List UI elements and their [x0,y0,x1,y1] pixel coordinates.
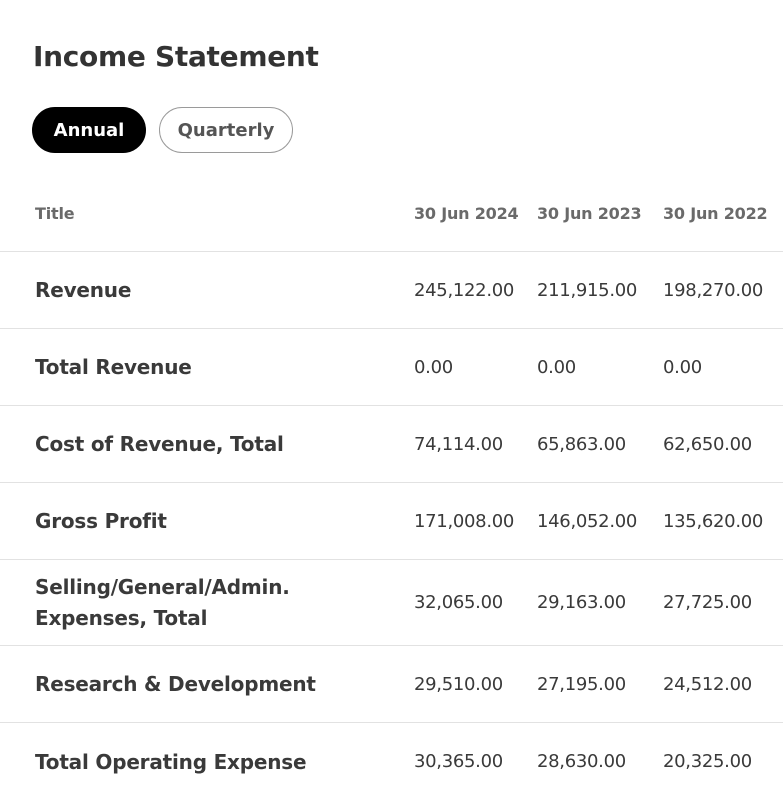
row-value-2024: 245,122.00 [414,279,515,301]
row-value-2023: 65,863.00 [537,433,626,455]
row-value-2024: 74,114.00 [414,433,503,455]
row-label: Selling/General/Admin. Expenses, Total [35,574,290,630]
period-toggle: Annual Quarterly [32,107,293,153]
row-value-2024: 29,510.00 [414,673,503,695]
income-statement-table: Title 30 Jun 2024 30 Jun 2023 30 Jun 202… [0,175,783,795]
table-row-revenue: Revenue 245,122.00 211,915.00 198,270.00 [0,252,783,329]
quarterly-button[interactable]: Quarterly [159,107,293,153]
row-label: Research & Development [35,672,316,696]
row-value-2022: 0.00 [663,356,702,378]
row-value-2024: 0.00 [414,356,453,378]
row-value-2022: 20,325.00 [663,751,752,772]
table-header-row: Title 30 Jun 2024 30 Jun 2023 30 Jun 202… [0,175,783,252]
row-label: Revenue [35,278,132,302]
row-label: Total Operating Expense [35,749,307,774]
row-value-2023: 146,052.00 [537,510,638,532]
row-value-2023: 29,163.00 [537,592,626,613]
row-value-2022: 24,512.00 [663,673,752,695]
row-label: Cost of Revenue, Total [35,432,284,456]
header-period-2022: 30 Jun 2022 [663,203,768,223]
row-value-2022: 27,725.00 [663,592,752,613]
table-row-total-operating-expense: Total Operating Expense 30,365.00 28,630… [0,723,783,795]
row-value-2023: 28,630.00 [537,751,626,772]
row-value-2023: 27,195.00 [537,673,626,695]
row-label: Total Revenue [35,355,192,379]
table-row-cost-of-revenue: Cost of Revenue, Total 74,114.00 65,863.… [0,406,783,483]
row-label: Gross Profit [35,509,167,533]
annual-button[interactable]: Annual [32,107,146,153]
row-value-2022: 198,270.00 [663,279,764,301]
table-row-gross-profit: Gross Profit 171,008.00 146,052.00 135,6… [0,483,783,560]
row-value-2024: 30,365.00 [414,751,503,772]
page-title: Income Statement [33,40,319,73]
row-value-2023: 211,915.00 [537,279,638,301]
row-value-2024: 32,065.00 [414,592,503,613]
header-period-2023: 30 Jun 2023 [537,203,642,223]
table-row-total-revenue: Total Revenue 0.00 0.00 0.00 [0,329,783,406]
table-row-sga-expenses: Selling/General/Admin. Expenses, Total 3… [0,560,783,646]
row-value-2023: 0.00 [537,356,576,378]
row-value-2022: 135,620.00 [663,510,764,532]
header-period-2024: 30 Jun 2024 [414,203,519,223]
row-value-2024: 171,008.00 [414,510,515,532]
row-value-2022: 62,650.00 [663,433,752,455]
header-title: Title [35,203,75,223]
table-row-research-development: Research & Development 29,510.00 27,195.… [0,646,783,723]
